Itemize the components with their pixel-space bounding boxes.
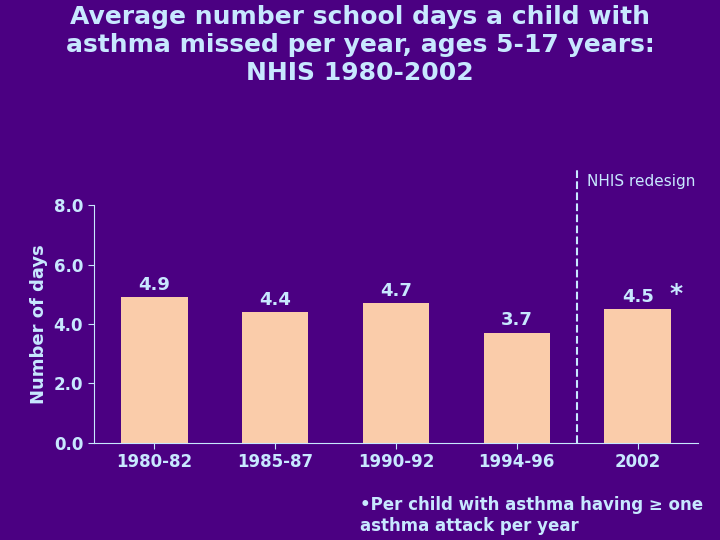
- Bar: [363, 303, 429, 443]
- Text: 3.7: 3.7: [501, 312, 533, 329]
- Text: Average number school days a child with
asthma missed per year, ages 5-17 years:: Average number school days a child with …: [66, 5, 654, 85]
- Bar: [121, 297, 187, 443]
- Text: •Per child with asthma having ≥ one
asthma attack per year: •Per child with asthma having ≥ one asth…: [360, 496, 703, 535]
- Bar: [605, 309, 671, 443]
- Text: NHIS redesign: NHIS redesign: [587, 174, 696, 189]
- Text: 4.7: 4.7: [380, 282, 412, 300]
- Text: 4.5: 4.5: [622, 288, 654, 306]
- Bar: [242, 312, 308, 443]
- Text: *: *: [669, 282, 683, 306]
- Bar: [484, 333, 550, 443]
- Text: 4.9: 4.9: [138, 276, 170, 294]
- Text: 4.4: 4.4: [259, 291, 291, 308]
- Y-axis label: Number of days: Number of days: [30, 244, 48, 404]
